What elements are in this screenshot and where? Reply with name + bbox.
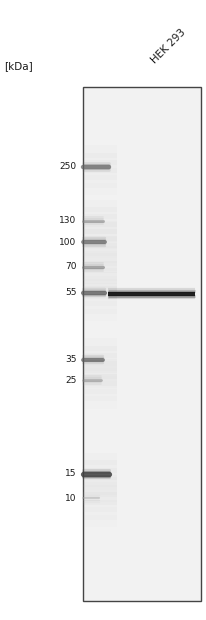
Text: 100: 100	[59, 237, 76, 247]
Text: HEK 293: HEK 293	[148, 27, 186, 65]
Text: 55: 55	[65, 288, 76, 297]
Text: 130: 130	[59, 216, 76, 225]
Text: 35: 35	[65, 355, 76, 364]
Text: 25: 25	[65, 376, 76, 384]
Text: 10: 10	[65, 494, 76, 503]
Text: 70: 70	[65, 262, 76, 272]
Text: 15: 15	[65, 469, 76, 478]
Text: [kDa]: [kDa]	[4, 61, 33, 71]
Text: 250: 250	[59, 162, 76, 171]
Bar	[82, 87, 200, 601]
